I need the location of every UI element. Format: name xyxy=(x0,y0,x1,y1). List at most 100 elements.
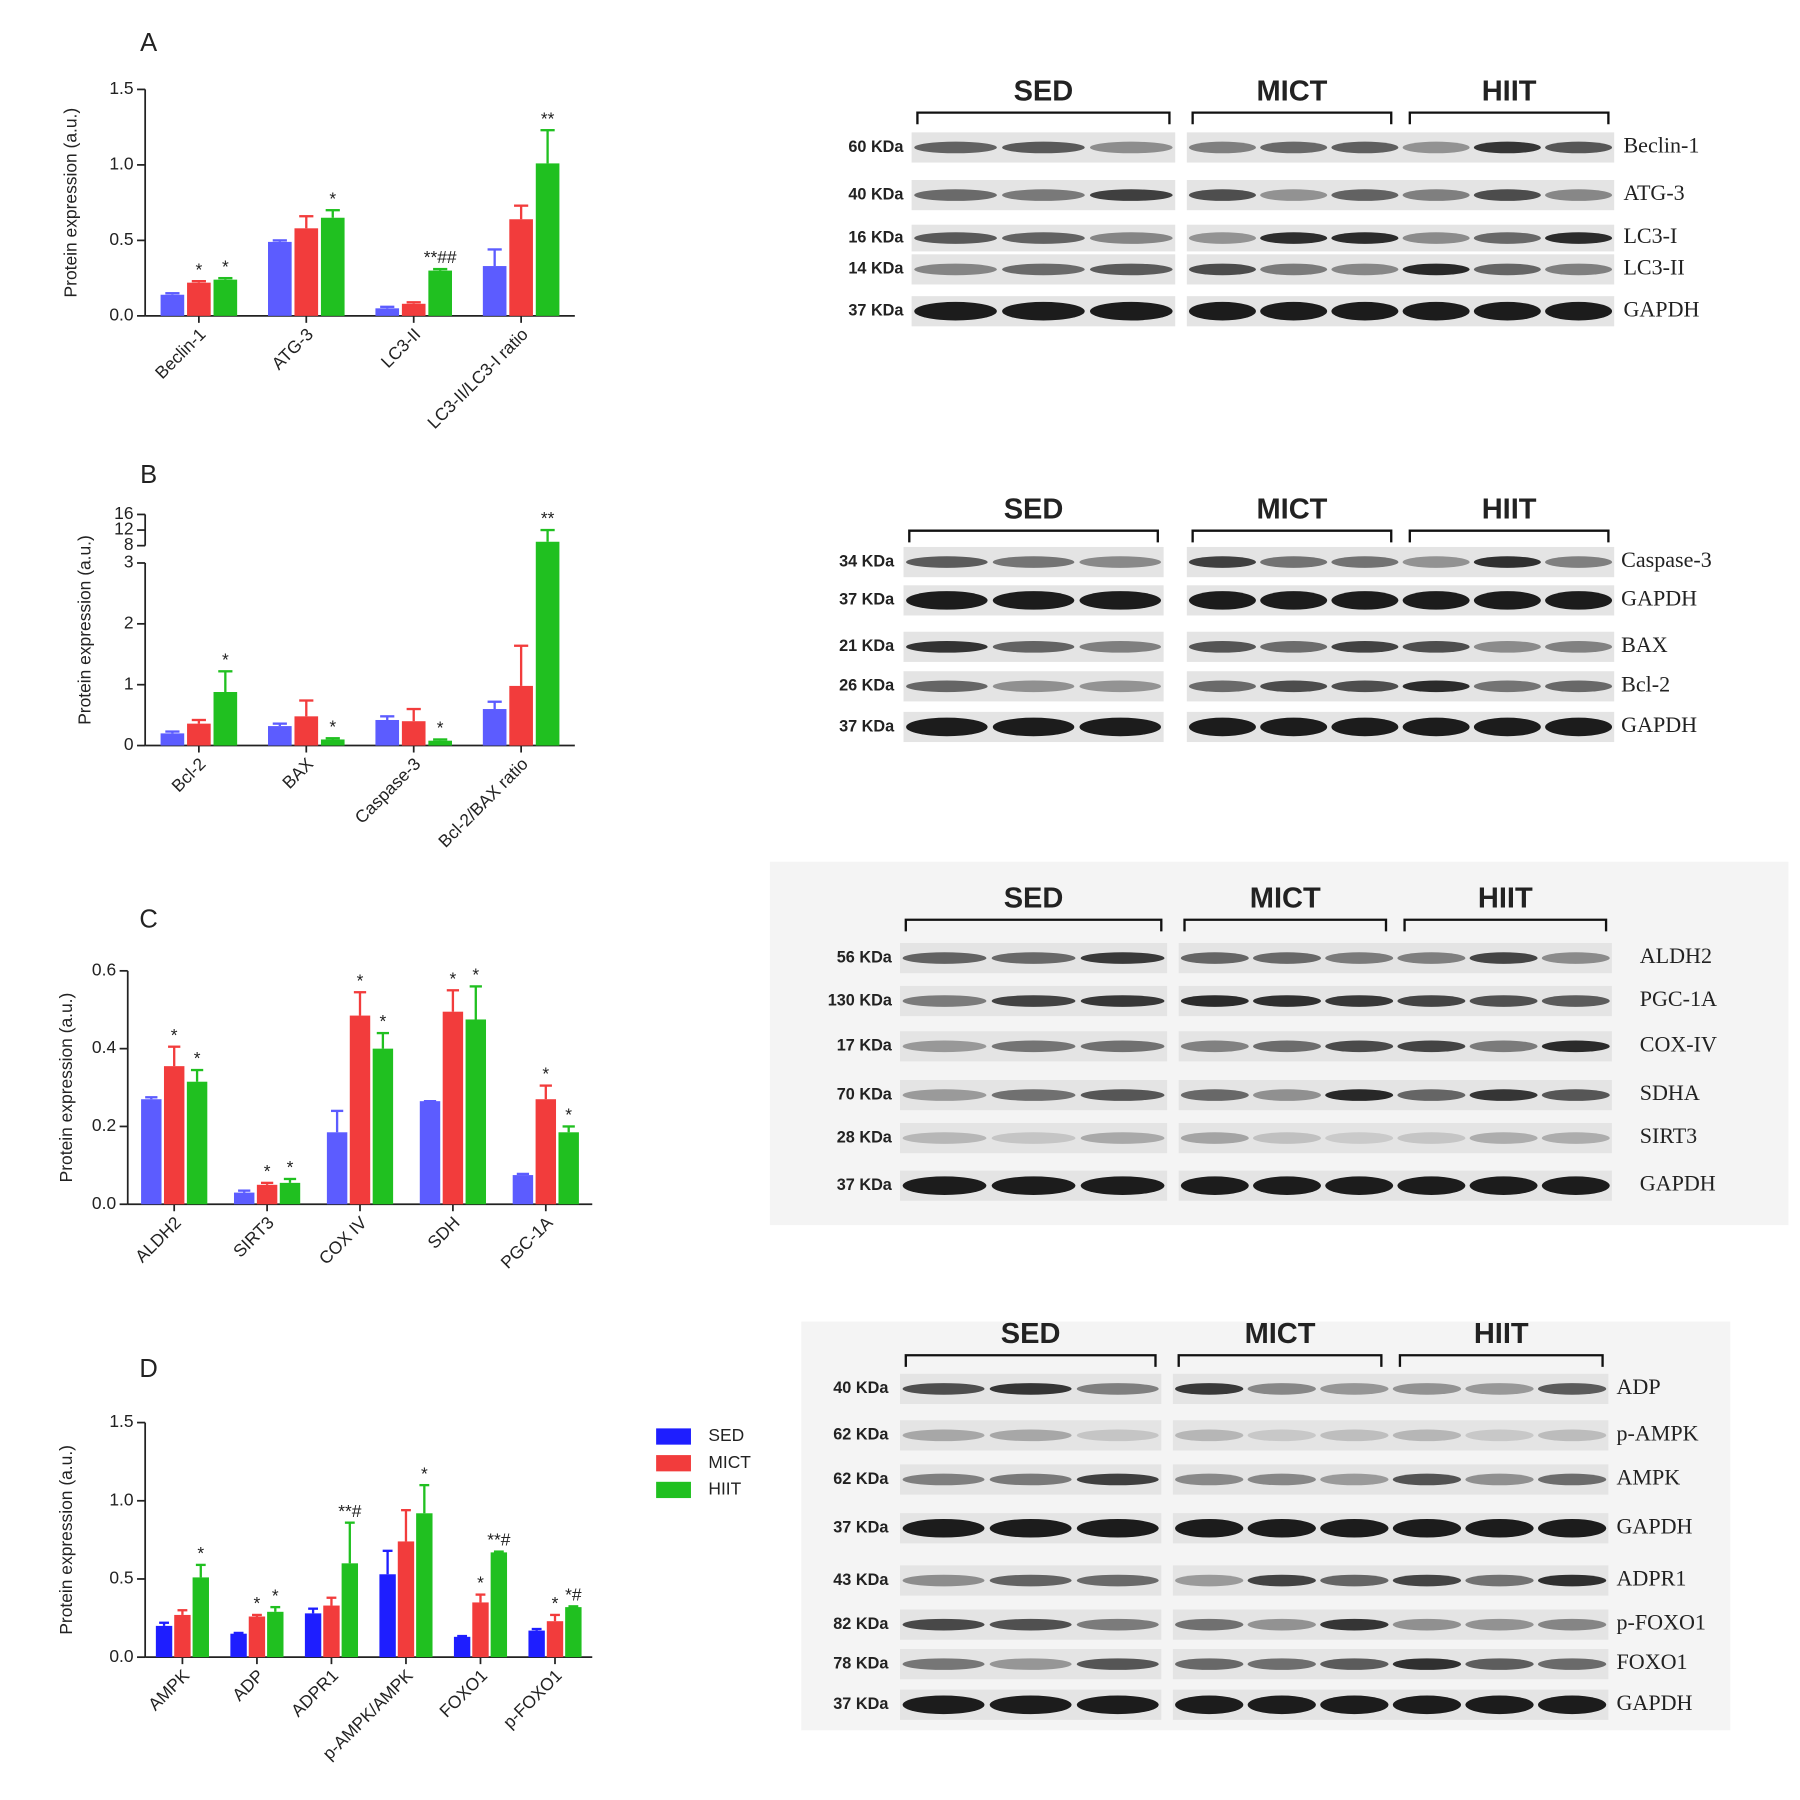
bar xyxy=(372,1048,394,1205)
blot-band xyxy=(1465,1429,1534,1442)
y-axis-label: Protein expression (a.u.) xyxy=(75,535,95,725)
protein-name: Beclin-1 xyxy=(1623,133,1699,158)
bar xyxy=(320,739,345,746)
significance: *# xyxy=(565,1584,582,1604)
x-tick-label: FOXO1 xyxy=(435,1665,491,1721)
significance: * xyxy=(222,649,229,669)
blot-band xyxy=(902,1040,987,1053)
blot-band xyxy=(1402,556,1470,568)
blot-band xyxy=(1175,1574,1244,1587)
kda-label: 37 KDa xyxy=(839,591,895,609)
blot-band xyxy=(1541,1176,1610,1195)
blot-band xyxy=(1188,717,1256,737)
significance: * xyxy=(329,716,336,736)
blot-band xyxy=(1253,1040,1321,1053)
bar xyxy=(558,1132,579,1205)
group-bracket xyxy=(908,529,1159,543)
blot-band xyxy=(914,141,997,154)
blot-band xyxy=(1469,1176,1538,1195)
blot-band xyxy=(1175,1473,1244,1486)
blot-band xyxy=(1247,1518,1316,1538)
bar xyxy=(490,1552,508,1658)
significance: * xyxy=(421,1463,428,1483)
blot-band xyxy=(1260,301,1328,321)
blot-band xyxy=(1473,301,1541,321)
protein-name: ALDH2 xyxy=(1640,943,1712,968)
y-tick-label: 0.4 xyxy=(92,1037,117,1057)
blot-band xyxy=(1402,301,1470,321)
blot-band xyxy=(1402,141,1470,154)
blot-band xyxy=(1392,1618,1462,1631)
blot-band xyxy=(991,1132,1076,1144)
x-tick-label: Bcl-2 xyxy=(167,754,209,796)
y-tick-label: 8 xyxy=(124,534,134,554)
blot-band xyxy=(902,995,987,1007)
significance: * xyxy=(287,1157,294,1177)
blot-band xyxy=(1331,680,1399,693)
blot-strip xyxy=(1178,1122,1612,1154)
blot-band xyxy=(1175,1429,1244,1442)
protein-name: LC3-II xyxy=(1623,254,1684,279)
protein-name: Caspase-3 xyxy=(1621,547,1712,572)
legend-label: HIIT xyxy=(708,1479,741,1499)
kda-label: 43 KDa xyxy=(833,1571,889,1589)
blot-band xyxy=(1537,1658,1607,1670)
kda-label: 130 KDa xyxy=(828,991,893,1009)
blot-band xyxy=(1325,1040,1394,1053)
blot-strip xyxy=(1186,296,1615,327)
blot-band xyxy=(1469,1040,1538,1053)
protein-name: GAPDH xyxy=(1621,712,1697,737)
panel-label: A xyxy=(140,29,157,57)
x-tick-label: COX IV xyxy=(315,1212,371,1268)
blot-band xyxy=(1320,1695,1389,1715)
bar xyxy=(279,1182,301,1205)
y-tick-label: 1.5 xyxy=(109,1411,133,1431)
blot-strip xyxy=(1186,546,1615,578)
kda-label: 82 KDa xyxy=(833,1615,889,1633)
group-label: SED xyxy=(1004,494,1064,526)
blot-band xyxy=(1175,1518,1244,1538)
blot-strip xyxy=(1186,671,1615,702)
kda-label: 60 KDa xyxy=(848,138,904,156)
blot-band xyxy=(1188,263,1256,276)
protein-name: p-AMPK xyxy=(1617,1420,1699,1445)
blot-band xyxy=(1397,952,1466,964)
blot-band xyxy=(1465,1383,1534,1395)
blot-band xyxy=(1402,680,1470,693)
blot-band xyxy=(1253,1176,1321,1195)
blot-band xyxy=(1397,1040,1466,1053)
panel-label: B xyxy=(140,461,157,489)
blot-band xyxy=(1080,952,1165,964)
significance: * xyxy=(272,1585,279,1605)
group-label: MICT xyxy=(1256,494,1327,526)
blot-band xyxy=(1473,263,1541,276)
group-bracket xyxy=(904,918,1163,932)
panel-label: C xyxy=(139,906,157,934)
blot-band xyxy=(1331,189,1399,201)
blot-band xyxy=(1469,952,1538,964)
y-tick-label: 0.5 xyxy=(109,229,133,249)
blot-band xyxy=(1180,995,1249,1007)
blot-band xyxy=(1080,1040,1165,1053)
bar xyxy=(482,266,507,316)
blot-band xyxy=(1392,1658,1462,1670)
significance: ** xyxy=(541,508,555,528)
bar xyxy=(375,719,400,746)
x-tick-label: ADPR1 xyxy=(287,1665,342,1720)
blot-band xyxy=(1079,717,1162,737)
x-tick-label: Beclin-1 xyxy=(151,324,210,383)
blot-band xyxy=(1465,1574,1534,1587)
bar xyxy=(256,1184,278,1205)
blot-band xyxy=(1247,1658,1316,1670)
significance: * xyxy=(254,1593,261,1613)
blot-band xyxy=(1076,1518,1159,1538)
x-tick-label: BAX xyxy=(278,753,317,792)
blot-band xyxy=(1545,556,1613,568)
blot-band xyxy=(914,232,997,244)
group-label: SED xyxy=(1004,883,1064,915)
bar xyxy=(304,1613,322,1658)
y-tick-label: 1.5 xyxy=(109,78,133,98)
significance: * xyxy=(171,1025,178,1045)
group-bracket xyxy=(904,1354,1157,1367)
